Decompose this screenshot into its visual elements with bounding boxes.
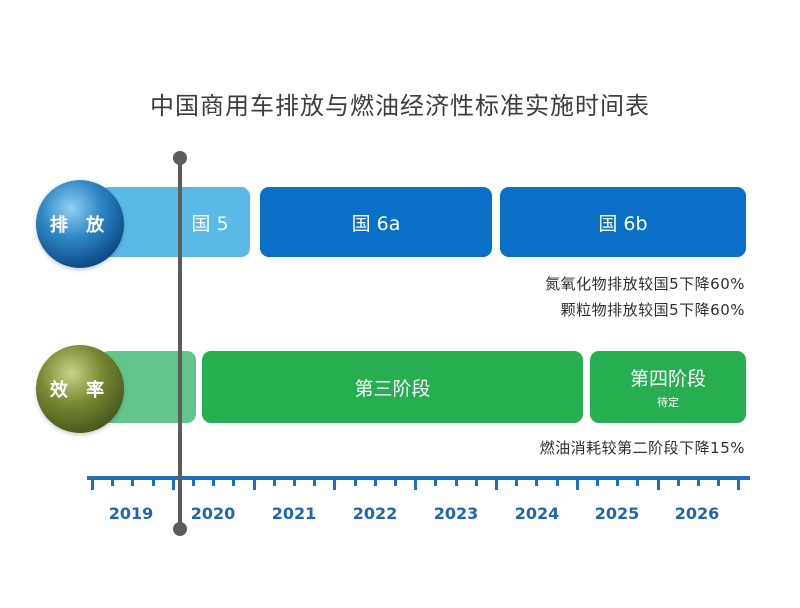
emission-bar-guo6a: 国 6a (260, 187, 492, 257)
year-label-2025: 2025 (594, 504, 640, 523)
efficiency-bar-stage4: 第四阶段 待定 (590, 351, 746, 423)
timeline-tick (232, 478, 235, 486)
timeline-tick (273, 478, 276, 486)
current-time-marker-top-dot (173, 151, 187, 165)
emission-bubble: 排 放 (36, 180, 124, 268)
timeline-tick (475, 478, 478, 486)
timeline-tick (192, 478, 195, 486)
timeline-tick (697, 478, 700, 486)
efficiency-bar-stage4-label: 第四阶段 (629, 368, 706, 390)
emission-bar-guo6b: 国 6b (500, 187, 746, 257)
year-label-2021: 2021 (271, 504, 317, 523)
timeline-tick (172, 478, 175, 490)
timeline-tick (414, 478, 417, 490)
efficiency-bubble: 效 率 (36, 345, 124, 433)
timeline-tick (152, 478, 155, 486)
timeline-tick (717, 478, 720, 486)
timeline-tick (111, 478, 114, 486)
timeline-tick (596, 478, 599, 486)
timeline-tick (657, 478, 660, 490)
timeline-tick (374, 478, 377, 486)
year-label-2019: 2019 (108, 504, 154, 523)
efficiency-bubble-label: 效 率 (49, 380, 111, 401)
year-label-2022: 2022 (352, 504, 398, 523)
emission-note-nox: 氮氧化物排放较国5下降60% (545, 275, 745, 293)
timeline-tick (91, 478, 94, 490)
efficiency-note-fuel: 燃油消耗较第二阶段下降15% (539, 439, 745, 457)
emission-bubble-label: 排 放 (49, 215, 111, 236)
year-label-2024: 2024 (514, 504, 560, 523)
year-label-2026: 2026 (674, 504, 720, 523)
timeline-tick (293, 478, 296, 486)
emission-bar-guo5: 国 5 (100, 187, 250, 257)
timeline-tick (556, 478, 559, 486)
current-time-marker (178, 158, 182, 530)
timeline-tick (212, 478, 215, 486)
timeline-tick (616, 478, 619, 486)
timeline-tick (737, 478, 740, 490)
emission-bar-guo6a-label: 国 6a (351, 212, 401, 235)
timeline-tick (515, 478, 518, 486)
page-title: 中国商用车排放与燃油经济性标准实施时间表 (150, 92, 650, 120)
timeline-tick (394, 478, 397, 486)
timeline-tick (677, 478, 680, 486)
efficiency-bar-stage3-label: 第三阶段 (354, 377, 431, 400)
efficiency-bar-stage3: 第三阶段 (202, 351, 583, 423)
year-label-2023: 2023 (433, 504, 479, 523)
timeline-tick (253, 478, 256, 490)
emission-bar-guo5-label: 国 5 (191, 212, 229, 235)
timeline-tick (636, 478, 639, 486)
emission-note-pm: 颗粒物排放较国5下降60% (560, 301, 745, 319)
timeline-axis (87, 476, 750, 480)
efficiency-bar-stage4-sub: 待定 (657, 396, 679, 409)
timeline-tick (313, 478, 316, 486)
timeline-tick (131, 478, 134, 486)
timeline-tick (434, 478, 437, 486)
emission-bar-guo6b-label: 国 6b (598, 212, 648, 235)
timeline-tick (495, 478, 498, 490)
current-time-marker-bottom-dot (173, 522, 187, 536)
timeline-tick (354, 478, 357, 486)
timeline-tick (576, 478, 579, 490)
timeline-tick (455, 478, 458, 486)
year-label-2020: 2020 (190, 504, 236, 523)
timeline-tick (535, 478, 538, 486)
timeline-tick (333, 478, 336, 490)
